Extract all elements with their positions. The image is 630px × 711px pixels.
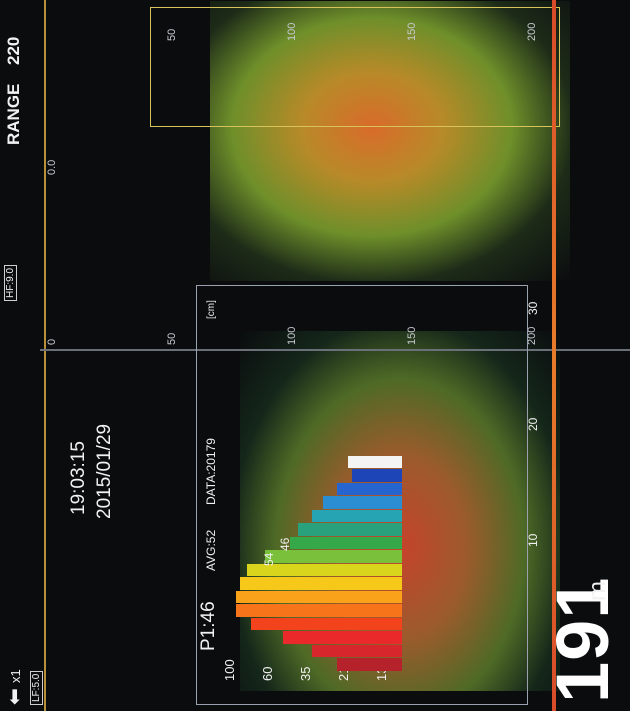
hf-scale-200: 200: [526, 22, 538, 41]
seabed-line: [552, 0, 556, 711]
hf-scale-150: 150: [406, 22, 418, 41]
lf-scale-50: 50: [166, 332, 178, 345]
histogram-bar: [283, 631, 402, 644]
time-text: 19:03:15: [68, 441, 89, 515]
hf-scale-50: 50: [166, 28, 178, 41]
hf-scale-100: 100: [286, 22, 298, 41]
histogram-bar: [265, 550, 402, 563]
hist-xtick-30: 30: [526, 301, 540, 315]
zoom-arrow-icon: ⬅: [4, 688, 26, 705]
peak-label-46: 46: [278, 537, 292, 551]
hist-xtick-10: 10: [526, 533, 540, 547]
histogram-bar: [236, 604, 402, 617]
histogram-bar: [240, 577, 402, 590]
peak-label-54: 54: [262, 552, 276, 566]
histogram-bar: [312, 510, 402, 523]
zoom-label: x1: [8, 669, 23, 683]
hf-zoom-box: [150, 7, 560, 127]
lf-scale-0: 0: [46, 338, 58, 345]
histogram-bar: [290, 537, 402, 550]
data-label: DATA:20179: [204, 438, 218, 505]
lf-label: LF:5.0: [30, 670, 43, 705]
hf-label: HF:9.0: [4, 264, 17, 301]
histogram-bar: [312, 645, 402, 658]
histogram-bar: [351, 469, 402, 482]
hf-scale-0: 0.0: [46, 159, 58, 175]
histogram-bar: [322, 496, 402, 509]
range-label: RANGE: [4, 83, 23, 145]
histogram-bar: [337, 483, 402, 496]
unit-label: [cm]: [206, 300, 217, 319]
p1-label: P1:46: [198, 601, 219, 651]
histogram-bars: [222, 455, 402, 671]
avg-label: AVG:52: [204, 529, 218, 571]
histogram-bar: [236, 591, 402, 604]
histogram-bar: [337, 658, 402, 671]
hist-xtick-20: 20: [526, 417, 540, 431]
range-value: 220: [4, 36, 23, 65]
date-text: 2015/01/29: [94, 423, 115, 519]
histogram-bar: [297, 523, 402, 536]
histogram-bar: [250, 618, 402, 631]
histogram-bar: [348, 456, 402, 469]
depth-unit: m: [584, 581, 611, 601]
lf-panel-divider: [44, 0, 46, 711]
